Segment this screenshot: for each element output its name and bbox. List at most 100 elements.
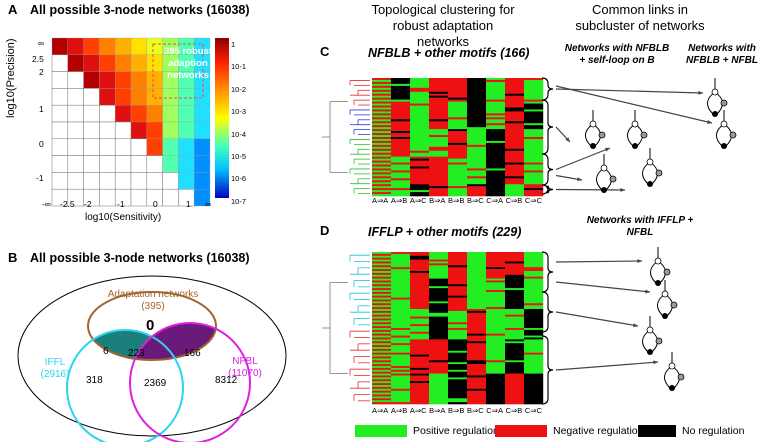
panel-d-column-labels: A⇒A A⇒B A⇒C B⇒A B⇒B B⇒C C⇒A C⇒B C⇒C	[372, 406, 542, 415]
heatmap-cell	[194, 105, 211, 123]
matrix-cell	[467, 95, 487, 98]
matrix-cell	[429, 131, 449, 134]
matrix-cell	[448, 316, 468, 319]
matrix-cell	[410, 293, 430, 296]
matrix-cell	[372, 373, 392, 376]
matrix-cell	[448, 331, 468, 334]
matrix-cell	[372, 301, 392, 304]
matrix-cell	[391, 113, 411, 116]
matrix-cell	[524, 252, 544, 255]
matrix-cell	[448, 394, 468, 397]
matrix-cell	[448, 125, 468, 128]
heatmap-empty-cell	[67, 172, 84, 190]
matrix-cell	[448, 190, 468, 193]
matrix-cell	[467, 290, 487, 293]
matrix-cell	[486, 174, 506, 177]
heatmap-cell	[130, 37, 147, 55]
xtick-minus-2-5: -2.5	[60, 199, 75, 209]
matrix-cell	[467, 301, 487, 304]
matrix-cell	[429, 271, 449, 274]
matrix-cell	[429, 182, 449, 185]
matrix-cell	[486, 347, 506, 350]
matrix-cell	[410, 99, 430, 102]
panel-c-arrows	[555, 85, 713, 192]
matrix-cell	[448, 87, 468, 91]
matrix-cell	[467, 354, 487, 357]
matrix-cell	[505, 333, 525, 336]
matrix-cell	[467, 178, 487, 181]
heatmap-cell	[99, 88, 116, 106]
matrix-cell	[448, 178, 468, 181]
matrix-cell	[486, 312, 506, 315]
network-node-b	[640, 131, 648, 139]
matrix-cell	[467, 314, 487, 317]
matrix-cell	[486, 290, 506, 293]
matrix-cell	[448, 180, 468, 183]
network-edge	[650, 260, 659, 284]
matrix-cell	[448, 99, 468, 102]
matrix-cell	[391, 358, 411, 361]
matrix-cell	[524, 360, 544, 363]
matrix-cell	[448, 146, 468, 150]
matrix-cell	[486, 385, 506, 388]
heatmap-cell	[178, 88, 195, 106]
matrix-cell	[524, 371, 544, 374]
matrix-cell	[372, 390, 392, 393]
matrix-cell	[410, 263, 430, 266]
matrix-cell	[486, 329, 506, 333]
matrix-cell	[505, 299, 525, 302]
matrix-cell	[372, 375, 392, 378]
matrix-cell	[505, 95, 525, 98]
matrix-cell	[524, 188, 544, 191]
matrix-cell	[429, 295, 449, 298]
matrix-cell	[391, 168, 411, 171]
matrix-cell	[410, 123, 430, 126]
matrix-cell	[429, 265, 449, 268]
matrix-cell	[372, 142, 392, 146]
matrix-cell	[391, 180, 411, 183]
matrix-cell	[524, 329, 544, 333]
matrix-cell	[524, 366, 544, 369]
matrix-cell	[467, 113, 487, 116]
matrix-cell	[486, 333, 506, 336]
matrix-cell	[448, 107, 468, 110]
matrix-cell	[410, 366, 430, 369]
matrix-cell	[429, 337, 449, 340]
matrix-cell	[505, 93, 525, 96]
colorbar-ticks: 1 10-1 10-2 10-3 10-4 10-5 10-6 10-7	[231, 34, 246, 213]
matrix-cell	[372, 379, 392, 382]
heatmap-cell	[51, 37, 68, 55]
matrix-cell	[372, 343, 392, 346]
matrix-cell	[486, 140, 506, 144]
matrix-cell	[410, 290, 430, 293]
matrix-cell	[486, 316, 506, 319]
matrix-cell	[505, 78, 525, 81]
matrix-cell	[505, 162, 525, 165]
matrix-cell	[410, 364, 430, 367]
matrix-cell	[505, 97, 525, 100]
network-edge	[627, 123, 636, 147]
matrix-cell	[410, 188, 430, 191]
matrix-cell	[372, 329, 392, 333]
matrix-cell	[372, 371, 392, 374]
xtick-minus-1: -1	[117, 199, 125, 209]
xtick-minus-inf: -∞	[42, 199, 51, 209]
matrix-cell	[448, 293, 468, 296]
matrix-cell	[391, 348, 411, 352]
matrix-cell	[429, 274, 449, 277]
matrix-cell	[372, 388, 392, 391]
matrix-cell	[372, 125, 392, 128]
matrix-cell	[505, 267, 525, 270]
matrix-cell	[486, 288, 506, 291]
matrix-cell	[505, 335, 525, 338]
matrix-cell	[372, 168, 392, 171]
matrix-cell	[505, 180, 525, 183]
matrix-cell	[410, 284, 430, 287]
col-label: A⇒C	[409, 406, 427, 415]
ytick-2: 2	[39, 67, 44, 77]
matrix-cell	[391, 320, 411, 323]
matrix-cell	[448, 255, 468, 258]
network-node-b	[663, 268, 671, 276]
matrix-cell	[372, 192, 392, 195]
matrix-cell	[448, 95, 468, 98]
